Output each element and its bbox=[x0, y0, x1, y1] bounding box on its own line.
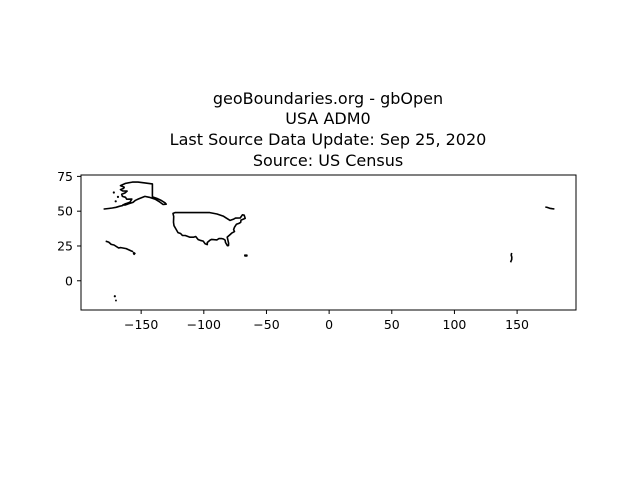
x-tick-label: 50 bbox=[384, 317, 400, 332]
boundary-alaska-islet-3 bbox=[112, 191, 115, 194]
boundary-contiguous-us bbox=[172, 211, 246, 247]
x-tick-label: 100 bbox=[443, 317, 467, 332]
title-line-2: USA ADM0 bbox=[285, 109, 370, 128]
y-tick-label: 75 bbox=[57, 169, 73, 184]
map-boundaries bbox=[103, 181, 555, 302]
x-axis: −150 −100 −50 0 50 100 150 bbox=[124, 310, 529, 332]
boundary-hawaii-chain bbox=[105, 240, 134, 253]
x-tick-label: −100 bbox=[187, 317, 221, 332]
y-tick-label: 50 bbox=[57, 204, 73, 219]
x-tick-label: −150 bbox=[124, 317, 158, 332]
boundary-puerto-rico bbox=[244, 254, 248, 257]
y-tick-label: 0 bbox=[65, 273, 73, 288]
title-line-1: geoBoundaries.org - gbOpen bbox=[213, 89, 443, 108]
axes-frame bbox=[80, 174, 577, 311]
title-line-3: Last Source Data Update: Sep 25, 2020 bbox=[170, 130, 487, 149]
y-tick-label: 25 bbox=[57, 238, 73, 253]
x-tick-label: 150 bbox=[505, 317, 529, 332]
y-axis: 75 50 25 0 bbox=[57, 169, 81, 288]
boundary-samoa-islet bbox=[113, 295, 116, 298]
boundary-alaska-islet-2 bbox=[116, 195, 120, 198]
boundary-aleutian-islands bbox=[103, 204, 124, 210]
boundary-alaska-islet-1 bbox=[114, 200, 117, 203]
boundary-guam-mariana bbox=[509, 252, 513, 263]
x-tick-label: −50 bbox=[253, 317, 279, 332]
map-title: geoBoundaries.org - gbOpen USA ADM0 Last… bbox=[170, 89, 487, 170]
boundary-alaska-mainland bbox=[119, 181, 167, 206]
x-tick-label: 0 bbox=[325, 317, 333, 332]
boundary-aleutian-west bbox=[545, 206, 555, 210]
title-line-4: Source: US Census bbox=[253, 151, 403, 170]
boundary-hawaii-big-island bbox=[132, 251, 136, 256]
